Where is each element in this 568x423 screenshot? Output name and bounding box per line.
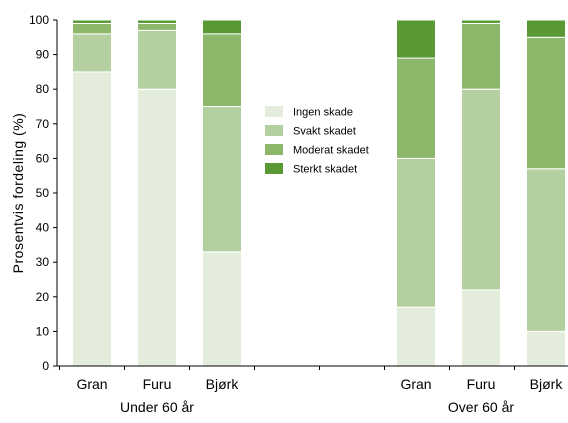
bar-segment-6-svakt-skadet: [526, 168, 566, 332]
bar-segment-4-sterkt-skadet: [396, 19, 436, 59]
bar-segment-3-moderat-skadet: [202, 33, 242, 108]
bar-segment-1-ingen-skade: [72, 71, 112, 367]
x-category-label-2: Furu: [143, 376, 172, 392]
x-labels: Gran Furu Bjørk Gran Furu Bjørk Under 60 år Ove…: [59, 366, 564, 415]
y-tick-label-10: 10: [36, 324, 50, 338]
bar-segment-3-ingen-skade: [202, 251, 242, 367]
bar-segment-4-moderat-skadet: [396, 57, 436, 159]
x-group-label-1: Under 60 år: [120, 399, 194, 415]
y-tick-label-80: 80: [36, 82, 50, 96]
bar-segment-3-sterkt-skadet: [202, 19, 242, 35]
legend-label-moderat-skadet: Moderat skadet: [293, 145, 369, 157]
y-tick-label-60: 60: [36, 151, 50, 165]
bar-segment-5-moderat-skadet: [461, 22, 501, 90]
bar-segment-6-ingen-skade: [526, 330, 566, 367]
bar-segment-5-svakt-skadet: [461, 88, 501, 291]
y-axis-label: Prosentvis fordeling (%): [10, 113, 26, 274]
y-tick-label-100: 100: [29, 13, 49, 27]
y-ticks: 0 10 20 30 40 50 60 70 80 90 100: [29, 13, 57, 373]
bar-segment-5-ingen-skade: [461, 289, 501, 367]
legend-swatch-moderat-skadet: [265, 144, 283, 155]
bar-segment-2-ingen-skade: [137, 88, 177, 367]
bar-segment-4-svakt-skadet: [396, 157, 436, 308]
bar-segment-1-sterkt-skadet: [72, 19, 112, 24]
bar-segment-2-moderat-skadet: [137, 22, 177, 31]
legend-label-svakt-skadet: Svakt skadet: [293, 126, 356, 138]
y-tick-label-70: 70: [36, 117, 50, 131]
x-category-label-5: Furu: [467, 376, 496, 392]
x-group-label-2: Over 60 år: [448, 399, 514, 415]
bar-segment-4-ingen-skade: [396, 306, 436, 367]
x-category-label-1: Gran: [76, 376, 107, 392]
y-tick-label-50: 50: [36, 186, 50, 200]
y-tick-label-20: 20: [36, 290, 50, 304]
bar-segment-6-sterkt-skadet: [526, 19, 566, 38]
bar-segment-5-sterkt-skadet: [461, 19, 501, 24]
bar-segment-6-moderat-skadet: [526, 36, 566, 170]
y-tick-label-40: 40: [36, 221, 50, 235]
legend-label-ingen-skade: Ingen skade: [293, 107, 353, 119]
legend-swatch-sterkt-skadet: [265, 163, 283, 174]
legend-swatch-svakt-skadet: [265, 125, 283, 136]
legend-swatch-ingen-skade: [265, 106, 283, 117]
bar-segment-1-svakt-skadet: [72, 33, 112, 73]
bar-segment-2-sterkt-skadet: [137, 19, 177, 24]
y-tick-label-30: 30: [36, 255, 50, 269]
bar-segment-3-svakt-skadet: [202, 106, 242, 253]
y-tick-label-90: 90: [36, 48, 50, 62]
bar-segment-2-svakt-skadet: [137, 29, 177, 90]
legend-label-sterkt-skadet: Sterkt skadet: [293, 164, 357, 176]
x-category-label-3: Bjørk: [206, 376, 240, 392]
x-category-label-6: Bjørk: [530, 376, 564, 392]
bar-segment-1-moderat-skadet: [72, 22, 112, 35]
x-category-label-4: Gran: [400, 376, 431, 392]
y-tick-label-0: 0: [42, 359, 49, 373]
bars-layer: [72, 19, 566, 367]
legend: Ingen skade Svakt skadet Moderat skadet Ste…: [265, 106, 369, 176]
